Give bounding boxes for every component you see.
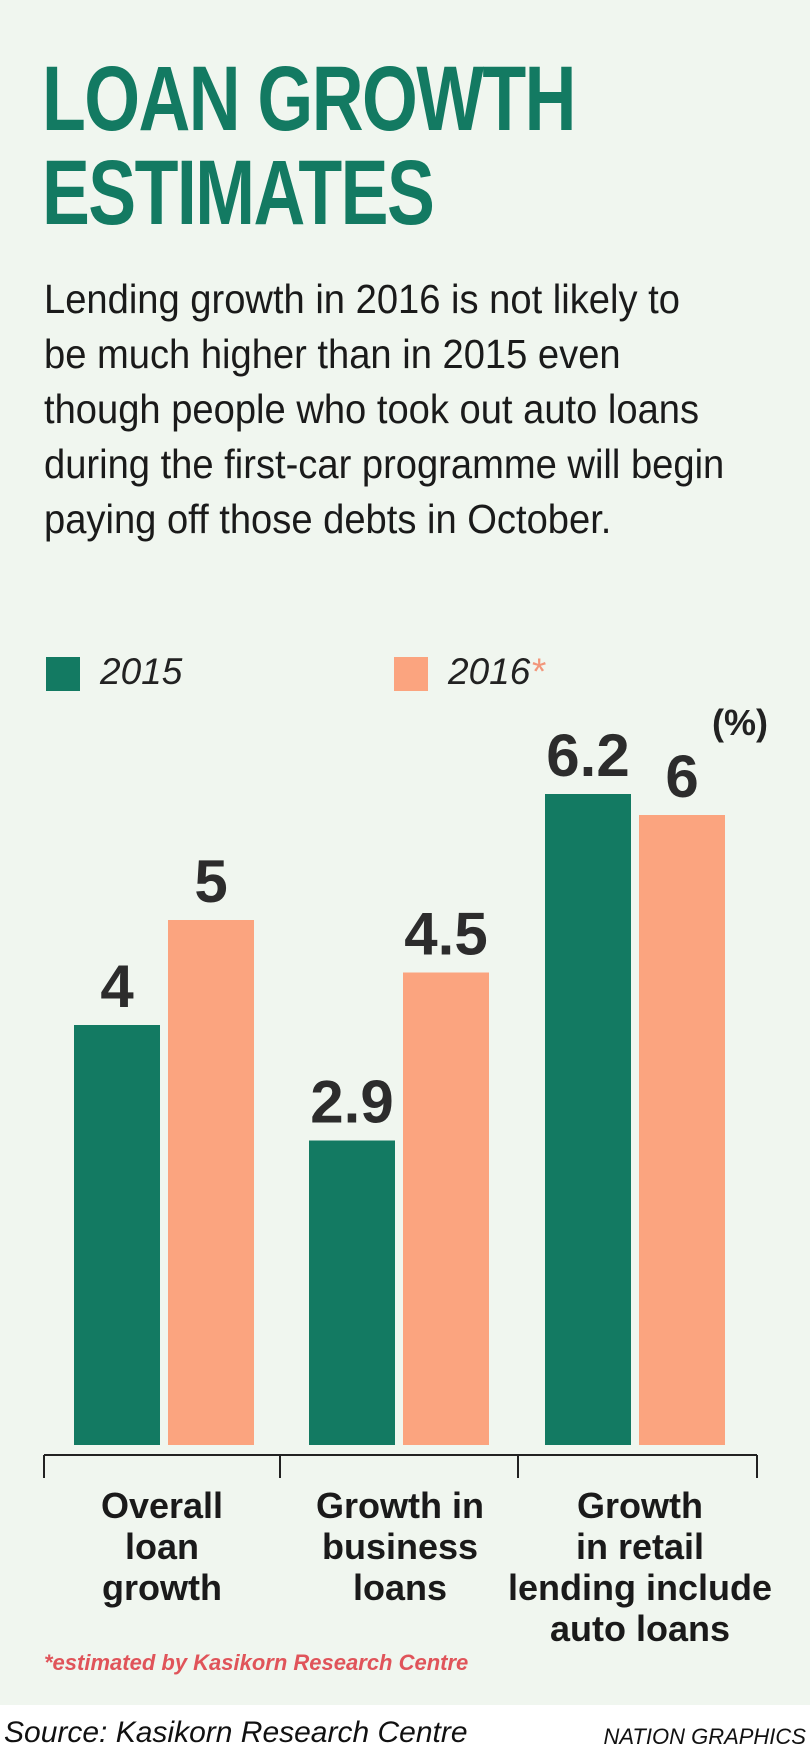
bar-chart: (%) 45 2.9 4.5 6.2 6 Overall loan growth Growth i… — [43, 702, 772, 1649]
category-label-line: auto loans — [550, 1608, 730, 1649]
legend-label-2015: 2015 — [100, 651, 183, 692]
category-label-line: growth — [102, 1567, 222, 1608]
value-label-2016-cat3: 6 — [665, 743, 698, 810]
bar-2016-cat3 — [639, 815, 725, 1445]
bar-2015-cat1 — [74, 1025, 160, 1445]
bar-2015-cat3 — [545, 794, 631, 1445]
category-label-line: in retail — [576, 1526, 704, 1567]
graphics-credit: NATION GRAPHICS — [603, 1724, 806, 1749]
category-label-line: lending include — [508, 1567, 772, 1608]
value-label-2015-cat3: 6.2 — [546, 722, 629, 789]
category-label-line: Growth — [577, 1485, 703, 1526]
legend-swatch-2016 — [394, 657, 428, 691]
bar-2015-cat2 — [309, 1140, 395, 1445]
bar-2016-cat2 — [403, 972, 489, 1445]
legend-asterisk: * — [530, 651, 545, 692]
value-label-2015-cat1: 4 — [100, 953, 134, 1020]
source-credit: Source: Kasikorn Research Centre — [4, 1716, 468, 1749]
category-label-line: business — [322, 1526, 478, 1567]
title-line-1: LOAN GROWTH — [42, 48, 576, 150]
unit-label: (%) — [712, 702, 768, 743]
category-label-2: Growth in business loans — [316, 1485, 484, 1608]
category-label-3: Growth in retail lending include auto loans — [508, 1485, 772, 1649]
category-label-line: Growth in — [316, 1485, 484, 1526]
bar-2016-cat1 — [168, 920, 254, 1445]
value-label-2016-cat1: 5 — [194, 848, 227, 915]
subtitle: Lending growth in 2016 is not likely to … — [44, 276, 725, 542]
category-label-line: loans — [353, 1567, 447, 1608]
category-label-line: Overall — [101, 1485, 223, 1526]
estimate-note: *estimated by Kasikorn Research Centre — [44, 1650, 469, 1675]
category-label-line: loan — [125, 1526, 199, 1567]
value-label-2015-cat2: 2.9 — [310, 1069, 393, 1136]
category-label-1: Overall loan growth — [101, 1485, 223, 1608]
title-line-2: ESTIMATES — [42, 142, 435, 244]
legend-swatch-2015 — [46, 657, 80, 691]
legend-label-2016: 2016* — [448, 651, 545, 692]
page-title: LOAN GROWTH ESTIMATES — [42, 52, 619, 240]
value-label-2016-cat2: 4.5 — [404, 901, 487, 968]
